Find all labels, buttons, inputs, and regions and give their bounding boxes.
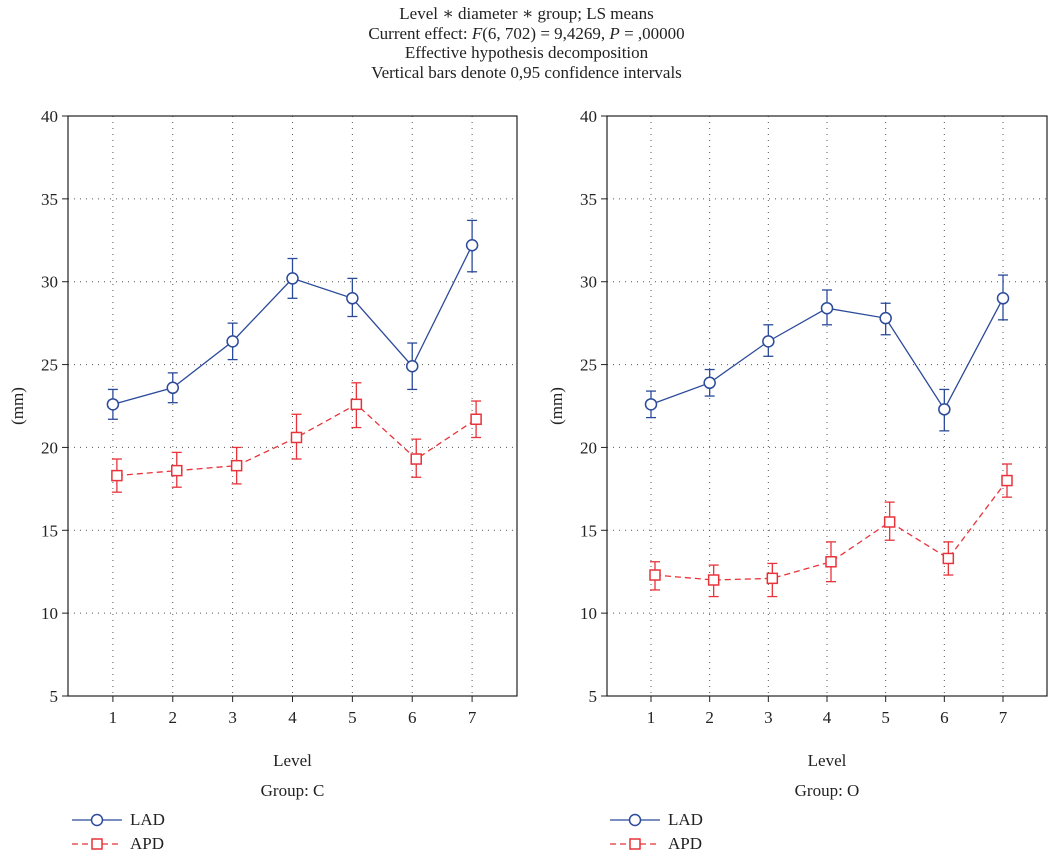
y-tick-label: 15 xyxy=(41,521,58,540)
y-axis-label: (mm) xyxy=(547,387,566,425)
legend-lad-swatch xyxy=(610,813,660,827)
data-point-apd xyxy=(825,556,837,568)
data-point-apd xyxy=(111,469,123,482)
legend-lad-label: LAD xyxy=(668,810,703,829)
data-point-apd xyxy=(290,431,303,444)
y-tick-label: 20 xyxy=(41,438,58,457)
y-axis-label: (mm) xyxy=(8,387,27,425)
header-line-2-suffix: = ,00000 xyxy=(619,23,685,43)
x-tick-label: 3 xyxy=(764,708,773,727)
y-tick-label: 10 xyxy=(580,604,597,623)
legend-right: LAD APD xyxy=(610,808,703,856)
x-tick-label: 3 xyxy=(228,708,237,727)
x-tick-label: 2 xyxy=(169,708,178,727)
x-axis-label: Level xyxy=(808,751,847,770)
legend-apd-label: APD xyxy=(668,834,703,853)
x-tick-label: 1 xyxy=(109,708,118,727)
x-tick-label: 1 xyxy=(647,708,656,727)
header-line-4: Vertical bars denote 0,95 confidence int… xyxy=(371,62,682,82)
data-point-apd xyxy=(707,574,720,586)
data-point-lad xyxy=(226,335,239,348)
legend-apd-swatch xyxy=(610,838,660,850)
data-point-apd xyxy=(649,569,661,581)
data-point-apd xyxy=(942,552,955,565)
x-tick-label: 6 xyxy=(408,708,417,727)
data-point-apd xyxy=(410,453,422,465)
legend-item-lad: LAD xyxy=(72,808,165,832)
x-tick-label: 5 xyxy=(348,708,357,727)
data-point-apd xyxy=(230,459,243,472)
data-point-lad xyxy=(879,311,892,325)
data-point-lad xyxy=(465,239,479,252)
x-tick-label: 4 xyxy=(823,708,832,727)
x-tick-label: 2 xyxy=(705,708,714,727)
header-p-symbol: P xyxy=(609,23,620,43)
header-line-2-mid: (6, 702) = 9,4269, xyxy=(482,23,610,43)
data-point-lad xyxy=(996,292,1010,305)
y-tick-label: 40 xyxy=(580,107,597,126)
legend-item-apd: APD xyxy=(610,832,703,856)
data-point-apd xyxy=(883,516,896,528)
header-line-1: Level ∗ diameter ∗ group; LS means xyxy=(399,4,654,23)
x-tick-label: 5 xyxy=(881,708,890,727)
y-tick-label: 15 xyxy=(580,521,597,540)
legend-item-lad: LAD xyxy=(610,808,703,832)
y-tick-label: 35 xyxy=(580,190,597,209)
y-tick-label: 40 xyxy=(41,107,58,126)
legend-left: LAD APD xyxy=(72,808,165,856)
y-tick-label: 5 xyxy=(50,687,59,706)
chart-panel-1: 5 10 15 20 25 30 35 40 1 2 3 4 5 6 7 Level Group: C (mm) xyxy=(8,107,518,800)
data-point-apd xyxy=(766,572,779,585)
y-tick-label: 35 xyxy=(41,190,58,209)
x-tick-label: 7 xyxy=(999,708,1008,727)
y-tick-label: 30 xyxy=(580,273,597,292)
data-point-lad xyxy=(166,381,180,395)
legend-lad-swatch xyxy=(72,813,122,827)
legend-item-apd: APD xyxy=(72,832,165,856)
x-tick-label: 4 xyxy=(288,708,297,727)
y-tick-label: 30 xyxy=(41,273,58,292)
data-point-lad xyxy=(703,376,716,390)
y-tick-label: 25 xyxy=(41,356,58,375)
data-point-lad xyxy=(405,359,419,373)
plot-frame xyxy=(67,115,518,697)
header-line-3: Effective hypothesis decomposition xyxy=(404,43,649,62)
group-label: Group: O xyxy=(795,781,860,800)
header-line-2-prefix: Current effect: xyxy=(368,23,472,43)
data-point-lad xyxy=(106,398,120,411)
header-line-2: Current effect: F(6, 702) = 9,4269, P = … xyxy=(0,24,1053,44)
y-tick-label: 25 xyxy=(580,356,597,375)
chart-panel-2: 5 10 15 20 25 30 35 40 1 2 3 4 5 6 7 Level Group: O (mm) xyxy=(547,107,1048,800)
header-f-symbol: F xyxy=(471,23,483,43)
x-tick-label: 6 xyxy=(940,708,949,727)
data-point-lad xyxy=(762,335,775,348)
data-point-apd xyxy=(1001,474,1013,487)
y-tick-label: 10 xyxy=(41,604,58,623)
group-label: Group: C xyxy=(261,781,325,800)
chart-header: Level ∗ diameter ∗ group; LS means Curre… xyxy=(0,4,1053,82)
y-tick-label: 20 xyxy=(580,438,597,457)
legend-apd-label: APD xyxy=(130,834,165,853)
data-point-lad xyxy=(346,292,359,305)
x-axis-label: Level xyxy=(273,751,312,770)
data-point-lad xyxy=(938,403,951,416)
legend-apd-swatch xyxy=(72,838,122,850)
plot-frame xyxy=(606,115,1048,697)
legend-lad-label: LAD xyxy=(130,810,165,829)
data-point-apd xyxy=(171,464,183,477)
x-tick-label: 7 xyxy=(468,708,477,727)
data-point-lad xyxy=(820,301,834,315)
y-tick-label: 5 xyxy=(589,687,598,706)
data-point-apd xyxy=(470,413,482,426)
data-point-apd xyxy=(350,398,363,411)
data-point-lad xyxy=(286,272,299,285)
data-point-lad xyxy=(644,398,658,411)
